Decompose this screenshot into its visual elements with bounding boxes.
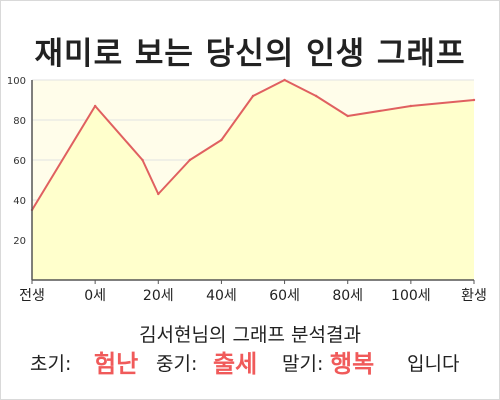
life-graph-chart: 20 40 60 80 100 전생 0세 20세 40세 60세 80세 100세 환생	[7, 76, 487, 304]
late-value: 행복	[330, 350, 375, 378]
x-tick-label: 60세	[269, 288, 300, 304]
data-point	[93, 104, 97, 108]
x-tick-label: 환생	[461, 288, 487, 304]
y-tick-label: 60	[13, 156, 26, 167]
x-tick-label: 20세	[143, 288, 174, 304]
x-tick-label: 80세	[332, 288, 363, 304]
x-tick-label: 100세	[391, 288, 431, 304]
data-point	[220, 138, 223, 142]
y-tick-label: 100	[7, 76, 26, 87]
y-tick-label: 40	[13, 196, 26, 207]
x-tick-label: 전생	[19, 288, 45, 304]
data-point	[141, 158, 144, 162]
result-suffix: 입니다	[407, 353, 460, 375]
mid-value: 출세	[213, 350, 258, 378]
data-point	[346, 114, 349, 118]
x-tick-label: 0세	[84, 288, 106, 304]
analysis-result: 초기: 험난 중기: 출세 말기: 행복 입니다	[0, 344, 500, 384]
x-tick-label: 40세	[206, 288, 237, 304]
y-tick-label: 80	[13, 116, 26, 127]
early-label: 초기:	[30, 353, 72, 375]
analysis-subtitle: 김서현님의 그래프 분석결과	[139, 324, 361, 346]
late-label: 말기:	[282, 353, 324, 375]
data-point	[314, 94, 318, 98]
series-line	[31, 79, 475, 211]
data-point	[409, 104, 413, 108]
data-point	[283, 78, 286, 82]
data-point	[472, 98, 476, 102]
data-point	[157, 192, 160, 196]
early-value: 험난	[94, 350, 139, 378]
data-point	[188, 158, 192, 162]
data-point	[251, 94, 255, 98]
mid-label: 중기:	[156, 353, 198, 375]
y-tick-label: 20	[13, 236, 26, 247]
page-title: 재미로 보는 당신의 인생 그래프	[34, 36, 466, 72]
series-area	[32, 80, 474, 280]
